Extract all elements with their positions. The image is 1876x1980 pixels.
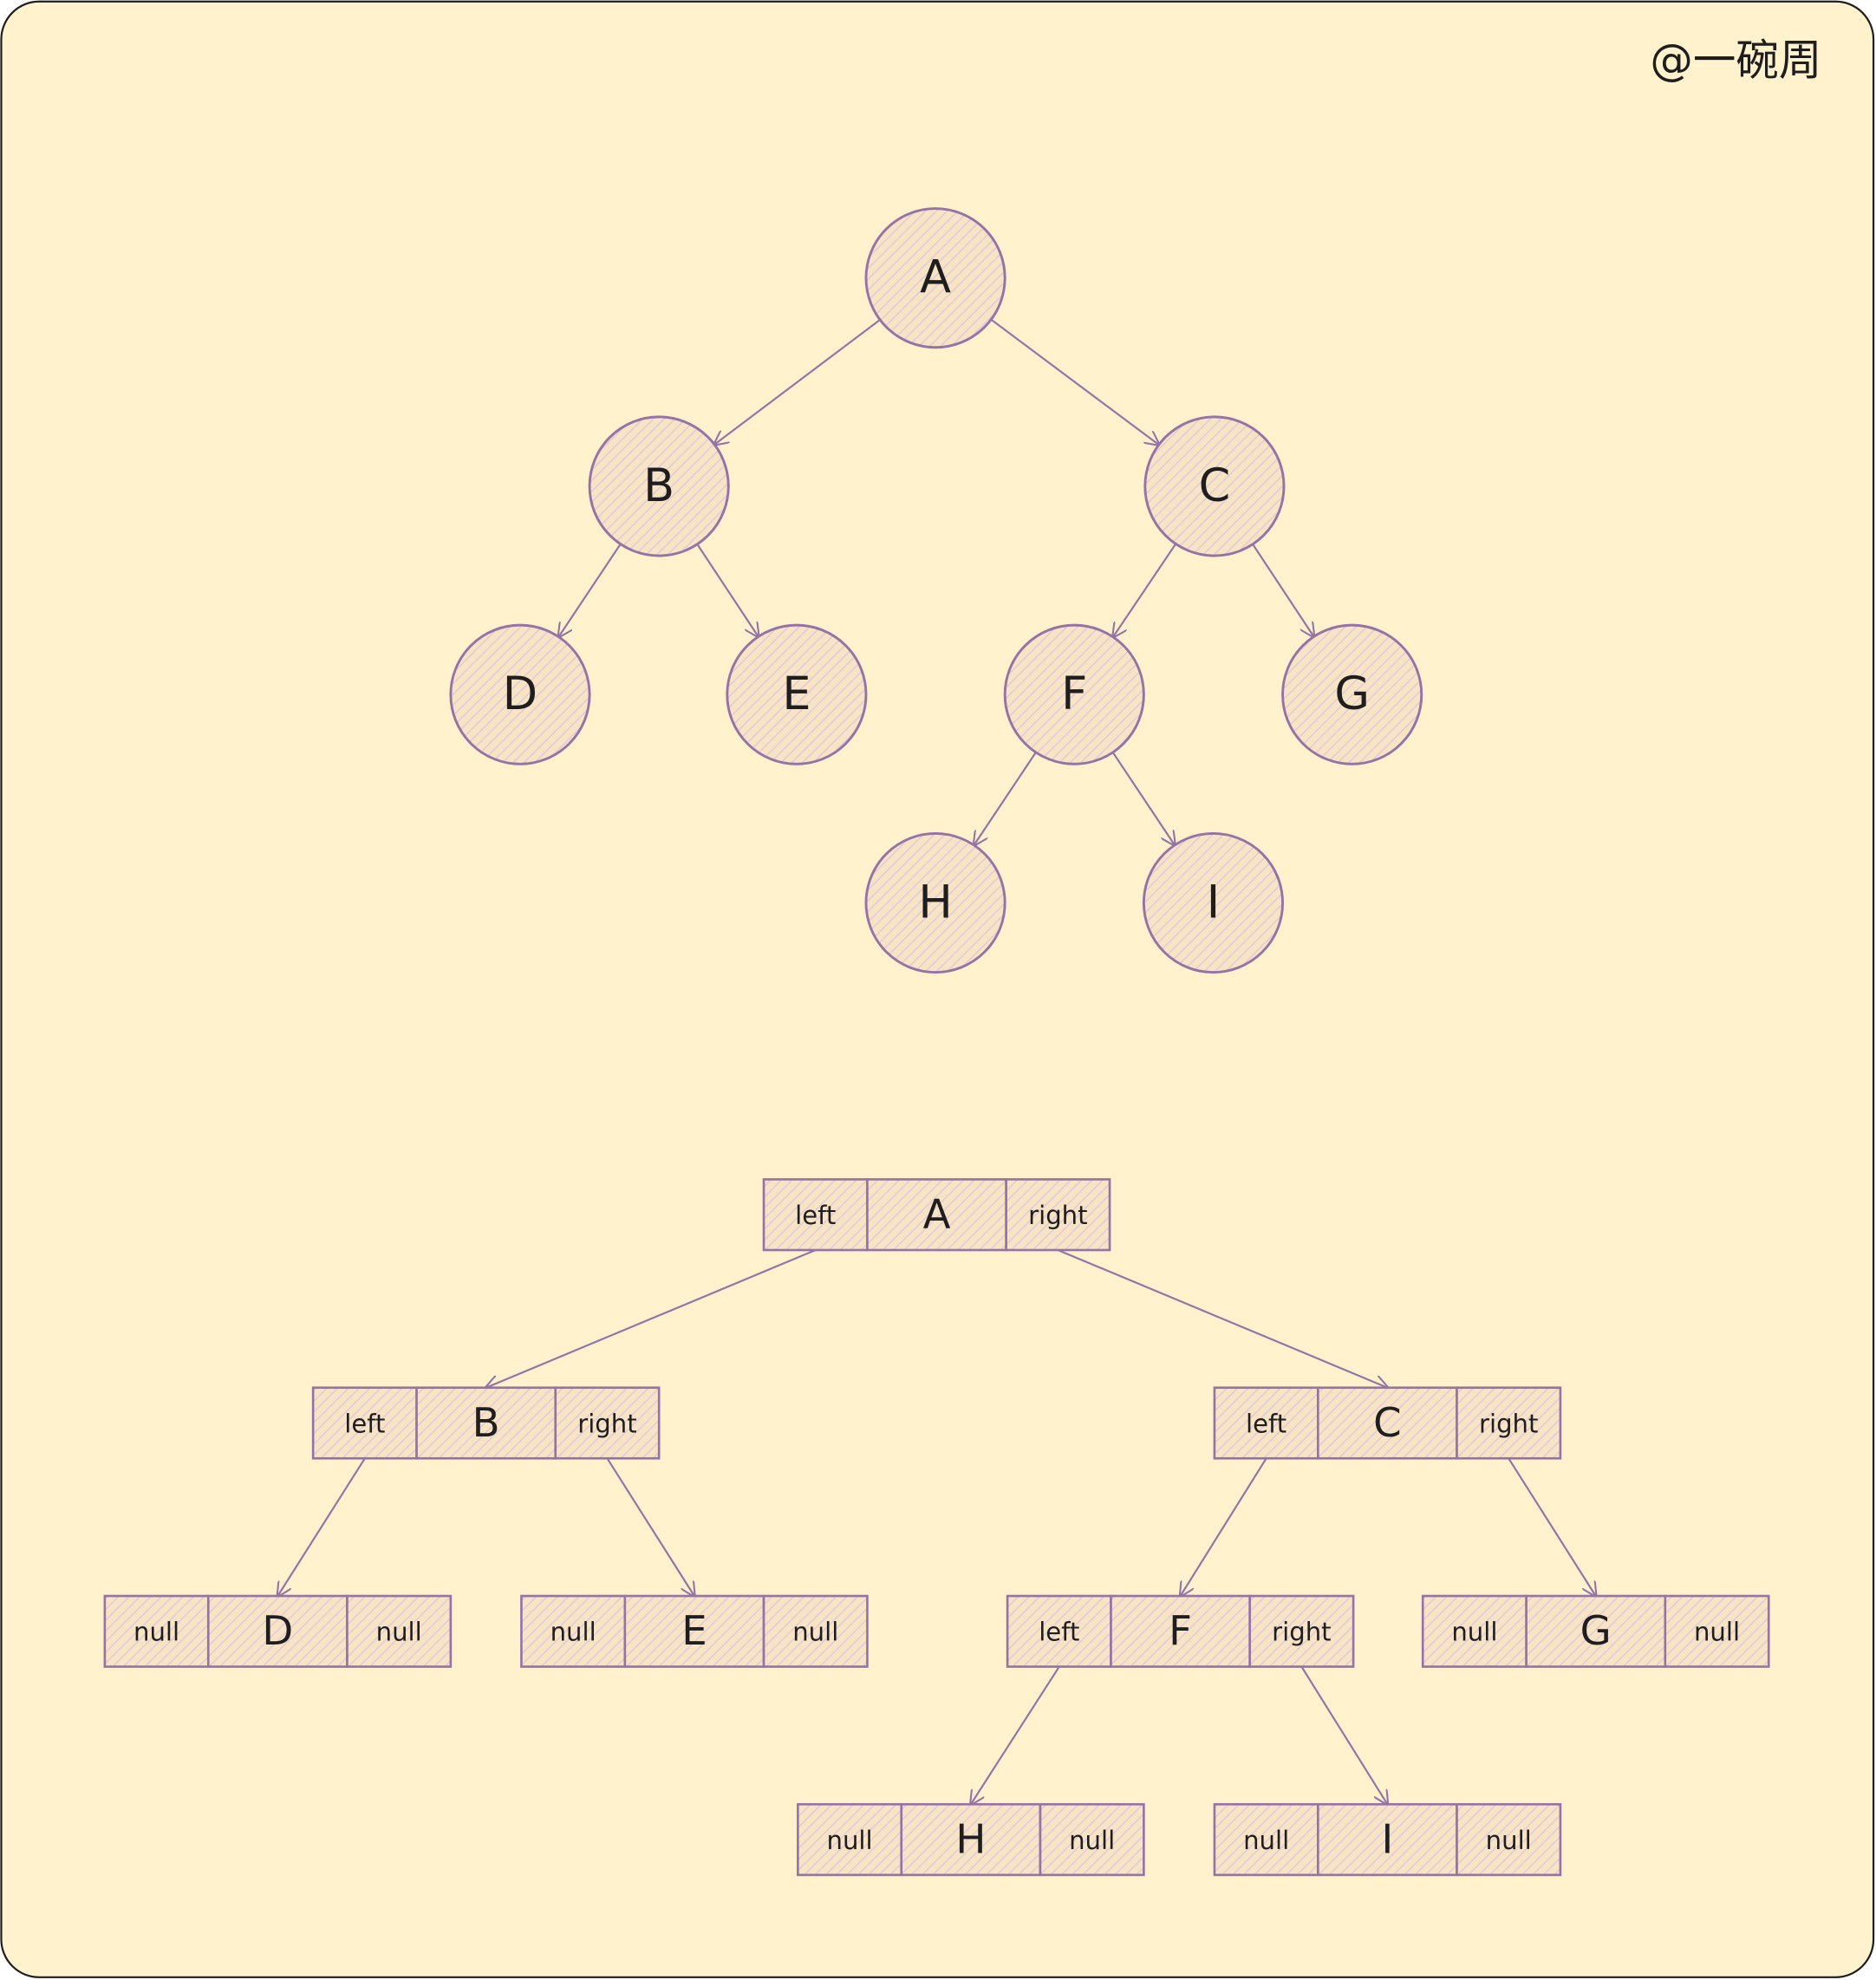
tree-node-label: F	[1061, 668, 1087, 720]
list-cell	[206, 1594, 348, 1668]
list-cell-value: H	[955, 1815, 986, 1862]
edge-arrow	[606, 1457, 694, 1596]
list-cell-pointer: null	[1243, 1826, 1289, 1855]
list-cell	[866, 1178, 1007, 1252]
list-cell-pointer: null	[792, 1618, 838, 1647]
list-cell	[1456, 1386, 1562, 1460]
watermark: @一碗周	[1650, 36, 1821, 86]
list-cell-value: E	[681, 1607, 707, 1654]
tree-node	[588, 415, 730, 557]
list-cell	[554, 1386, 661, 1460]
list-cell-pointer: right	[577, 1409, 636, 1438]
list-cell	[623, 1594, 765, 1668]
tree-node-label: H	[918, 876, 952, 928]
list-cell	[346, 1594, 453, 1668]
edge-arrow	[558, 543, 622, 637]
tree-node-label: D	[503, 668, 537, 720]
list-cell	[1664, 1594, 1770, 1668]
tree-node	[1003, 623, 1145, 765]
list-cell-pointer: left	[795, 1201, 836, 1230]
list-cell-value: D	[262, 1607, 293, 1654]
list-cell-value: G	[1580, 1607, 1612, 1654]
list-cell-pointer: right	[1479, 1409, 1538, 1438]
edge-arrow	[1508, 1457, 1595, 1596]
edge-arrow	[1252, 544, 1313, 637]
list-cell-pointer: null	[1694, 1618, 1740, 1647]
list-cell-pointer: right	[1272, 1618, 1331, 1647]
list-cell-pointer: null	[827, 1826, 873, 1855]
tree-node-label: C	[1199, 459, 1231, 512]
list-cell	[1456, 1802, 1562, 1877]
tree-node-label: E	[782, 668, 811, 720]
list-cell-pointer: left	[344, 1409, 385, 1438]
list-cell-pointer: null	[376, 1618, 422, 1647]
list-cell	[1006, 1594, 1112, 1668]
list-cell	[1248, 1594, 1355, 1668]
list-cell	[1421, 1594, 1528, 1668]
list-cell	[103, 1594, 210, 1668]
list-cell	[1213, 1386, 1319, 1460]
list-cell-pointer: left	[1246, 1409, 1286, 1438]
list-cell	[311, 1386, 418, 1460]
tree-node	[864, 831, 1006, 974]
edge-arrow	[1181, 1457, 1267, 1596]
list-cell-pointer: null	[1069, 1826, 1115, 1855]
list-cell	[762, 1594, 869, 1668]
list-cell	[1525, 1594, 1667, 1668]
edge-arrow	[486, 1248, 817, 1388]
tree-node	[864, 207, 1006, 349]
list-cell-pointer: left	[1039, 1618, 1079, 1647]
edge-arrow	[1111, 752, 1175, 845]
edge-arrow	[277, 1457, 366, 1596]
list-cell-pointer: null	[550, 1618, 596, 1647]
tree-node-label: A	[920, 251, 951, 304]
list-cell-pointer: right	[1028, 1201, 1087, 1230]
tree-node-label: I	[1207, 876, 1220, 928]
list-cell-pointer: null	[1451, 1618, 1497, 1647]
list-cell	[520, 1594, 627, 1668]
list-cell-value: F	[1169, 1607, 1192, 1654]
list-cell-value: C	[1373, 1399, 1402, 1446]
edge-arrow	[1300, 1665, 1387, 1805]
edge-arrow	[1113, 543, 1177, 636]
list-cell-value: A	[923, 1191, 951, 1238]
list-cell	[900, 1802, 1042, 1877]
list-cell	[1039, 1802, 1145, 1877]
tree-node-label: B	[643, 459, 674, 512]
list-cell-pointer: null	[1486, 1826, 1532, 1855]
list-cell	[1110, 1594, 1252, 1668]
edge-arrow	[1057, 1248, 1387, 1388]
list-cell	[1213, 1802, 1319, 1877]
list-cell	[1005, 1178, 1111, 1252]
tree-node	[1281, 623, 1423, 765]
list-cell-value: I	[1382, 1815, 1394, 1862]
tree-node	[1142, 831, 1285, 974]
tree-node-label: G	[1334, 668, 1370, 720]
edge-arrow	[714, 318, 881, 445]
edge-arrow	[990, 318, 1158, 445]
edge-arrow	[974, 752, 1037, 845]
tree-node	[449, 623, 591, 765]
tree-node	[1143, 415, 1286, 557]
tree-node	[726, 623, 868, 765]
list-cell	[1317, 1802, 1458, 1877]
edge-arrow	[971, 1665, 1060, 1805]
list-cell-pointer: null	[134, 1618, 179, 1647]
list-cell	[1317, 1386, 1458, 1460]
list-cell-value: B	[472, 1399, 500, 1446]
edge-arrow	[696, 544, 758, 637]
list-cell	[415, 1386, 557, 1460]
